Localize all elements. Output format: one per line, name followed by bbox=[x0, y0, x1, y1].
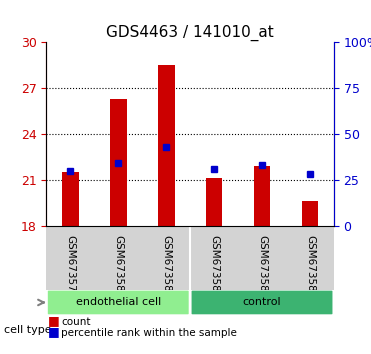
Text: GSM673584: GSM673584 bbox=[305, 235, 315, 299]
Text: percentile rank within the sample: percentile rank within the sample bbox=[61, 328, 237, 338]
Text: cell type: cell type bbox=[4, 325, 51, 335]
Text: GSM673581: GSM673581 bbox=[161, 235, 171, 299]
Bar bbox=[110, 99, 127, 226]
Bar bbox=[158, 65, 175, 226]
Text: count: count bbox=[61, 318, 91, 327]
FancyBboxPatch shape bbox=[191, 291, 332, 314]
FancyBboxPatch shape bbox=[48, 291, 189, 314]
Text: GSM673579: GSM673579 bbox=[65, 235, 75, 299]
Bar bbox=[254, 166, 270, 226]
Text: GSM673580: GSM673580 bbox=[113, 235, 123, 298]
Bar bbox=[62, 172, 79, 226]
Text: GSM673582: GSM673582 bbox=[209, 235, 219, 299]
Text: control: control bbox=[243, 297, 281, 308]
Text: endothelial cell: endothelial cell bbox=[76, 297, 161, 308]
Text: ■: ■ bbox=[48, 314, 60, 327]
Text: GSM673583: GSM673583 bbox=[257, 235, 267, 299]
Bar bbox=[302, 201, 318, 226]
Bar bbox=[206, 178, 223, 226]
Text: ■: ■ bbox=[48, 325, 60, 338]
Title: GDS4463 / 141010_at: GDS4463 / 141010_at bbox=[106, 25, 274, 41]
